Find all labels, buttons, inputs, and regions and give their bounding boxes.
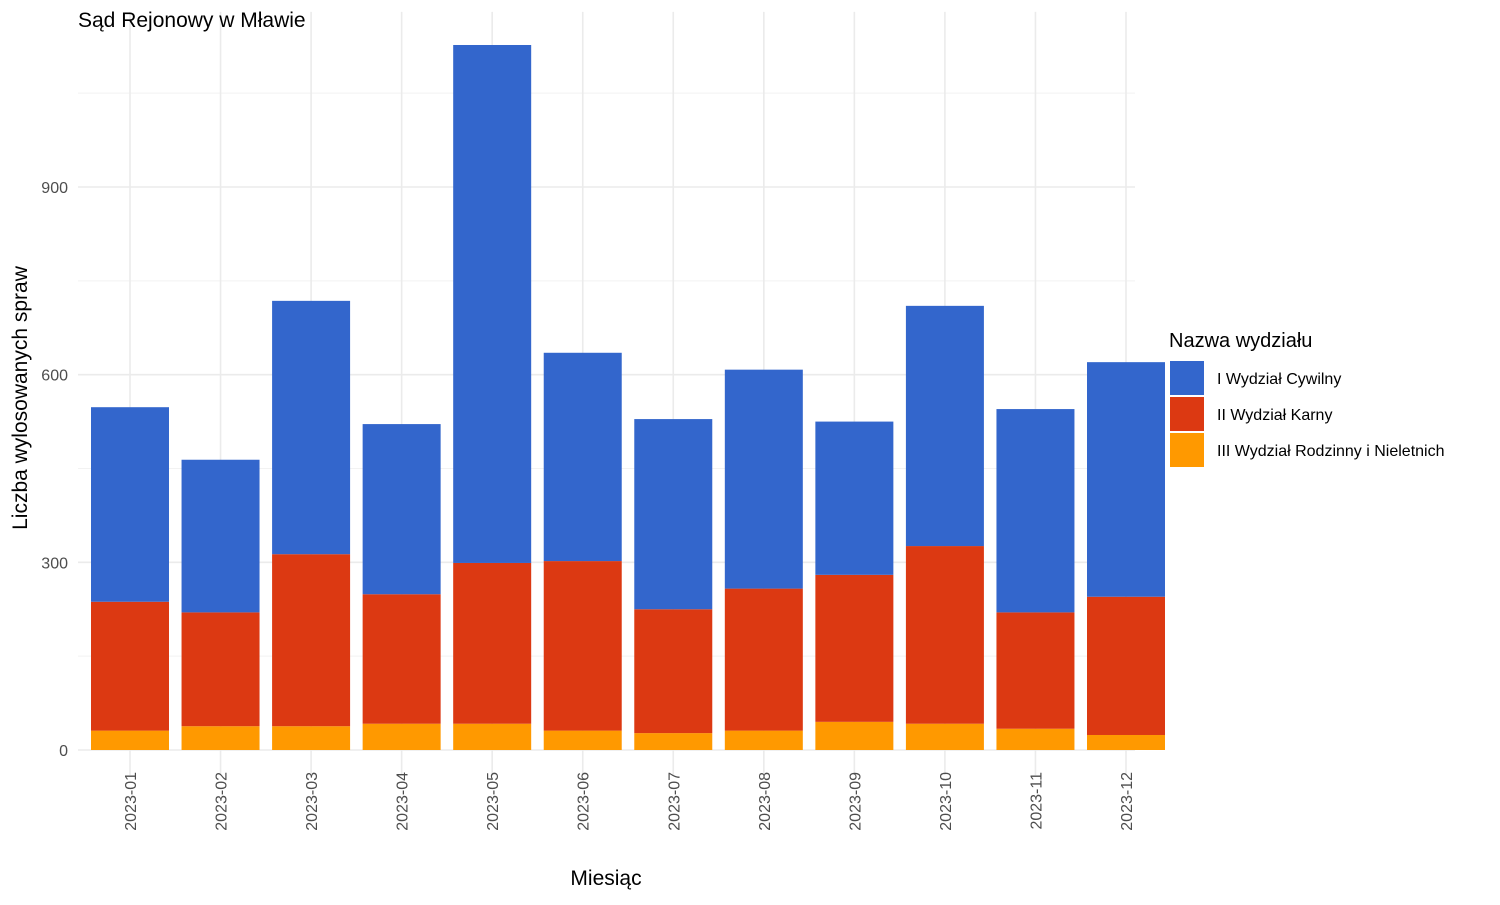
x-tick-label: 2023-01 xyxy=(123,772,140,831)
x-tick-label: 2023-08 xyxy=(757,772,774,831)
bar-segment xyxy=(362,723,441,750)
bar-segment xyxy=(1087,596,1165,735)
y-axis-label: Liczba wylosowanych spraw xyxy=(9,265,32,530)
bar-segment xyxy=(453,44,532,563)
bar-segment xyxy=(815,721,894,750)
legend-label: I Wydział Cywilny xyxy=(1217,371,1341,388)
legend-title: Nazwa wydziału xyxy=(1169,330,1312,352)
bar-segment xyxy=(91,730,169,750)
bar-segment xyxy=(1087,362,1165,597)
bar-segment xyxy=(996,612,1075,729)
bar-segment xyxy=(996,409,1075,613)
bar-segment xyxy=(181,726,260,750)
bar-segment xyxy=(724,730,803,750)
legend-label: II Wydział Karny xyxy=(1217,407,1332,424)
bar-segment xyxy=(543,352,622,562)
y-tick-label: 0 xyxy=(59,743,68,760)
x-tick-label: 2023-09 xyxy=(847,772,864,831)
bar-segment xyxy=(272,554,351,727)
x-tick-label: 2023-07 xyxy=(666,772,683,831)
bar-segment xyxy=(996,728,1075,750)
bar-segment xyxy=(815,574,894,722)
y-tick-label: 300 xyxy=(41,555,68,572)
x-tick-label: 2023-06 xyxy=(576,772,593,831)
bar-segment xyxy=(91,407,169,602)
chart-title: Sąd Rejonowy w Mławie xyxy=(78,9,306,32)
bar-segment xyxy=(1087,734,1165,750)
y-tick-label: 900 xyxy=(41,180,68,197)
legend-swatch xyxy=(1170,361,1204,395)
x-tick-label: 2023-02 xyxy=(214,772,231,831)
x-tick-label: 2023-11 xyxy=(1028,772,1045,830)
bar-segment xyxy=(724,369,803,589)
x-tick-label: 2023-05 xyxy=(485,772,502,831)
legend-swatch xyxy=(1170,397,1204,431)
x-tick-label: 2023-10 xyxy=(938,772,955,831)
bar-segment xyxy=(181,459,260,613)
bar-segment xyxy=(543,730,622,750)
legend: Nazwa wydziału I Wydział Cywilny II Wydzi… xyxy=(1169,330,1445,467)
bar-segment xyxy=(634,609,713,734)
legend-label: III Wydział Rodzinny i Nieletnich xyxy=(1217,443,1445,460)
legend-swatch xyxy=(1170,433,1204,467)
bar-segment xyxy=(453,723,532,750)
x-tick-label: 2023-12 xyxy=(1119,772,1136,831)
bar-segment xyxy=(453,562,532,724)
bar-segment xyxy=(724,588,803,731)
bar-segment xyxy=(91,601,169,731)
bar-segment xyxy=(272,726,351,750)
bar-segment xyxy=(815,421,894,575)
bar-segment xyxy=(362,594,441,724)
bar-segment xyxy=(543,561,622,731)
bar-segment xyxy=(905,546,984,724)
bar-segment xyxy=(905,305,984,547)
x-axis-label: Miesiąc xyxy=(570,867,641,890)
x-tick-label: 2023-04 xyxy=(395,772,412,831)
bar-segment xyxy=(362,424,441,595)
x-tick-label: 2023-03 xyxy=(304,772,321,831)
bar-segment xyxy=(272,300,351,555)
bar-segment xyxy=(634,733,713,750)
bar-segment xyxy=(905,723,984,750)
bar-segment xyxy=(634,419,713,610)
y-tick-label: 600 xyxy=(41,368,68,385)
bar-segment xyxy=(181,612,260,727)
